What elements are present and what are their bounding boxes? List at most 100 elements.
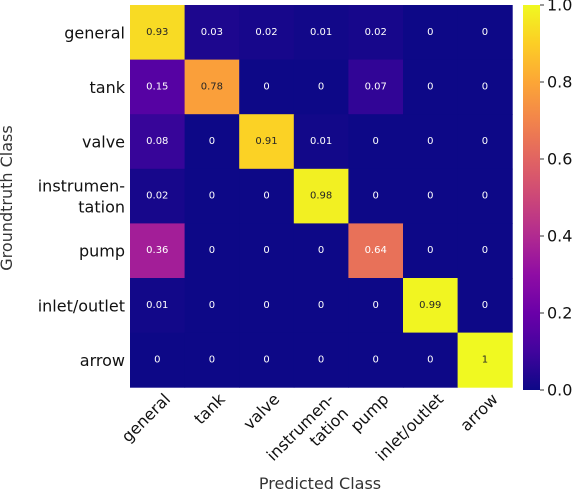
- y-tick-label: inlet/outlet: [38, 296, 125, 315]
- heatmap-cell: [457, 278, 513, 334]
- heatmap-cell: [293, 168, 349, 224]
- colorbar-tick-label: 0.6: [547, 150, 572, 169]
- cell-value-label: 0: [373, 191, 379, 202]
- heatmap-cell: [403, 168, 459, 224]
- y-tick-label: pump: [79, 241, 125, 260]
- heatmap-cell: [130, 114, 186, 170]
- cell-value-label: 0.02: [146, 191, 168, 202]
- heatmap-cell: [348, 5, 404, 61]
- heatmap-cell: [348, 278, 404, 334]
- heatmap-cell: [348, 332, 404, 388]
- cell-value-label: 0: [427, 81, 433, 92]
- heatmap-cell: [457, 223, 513, 279]
- cell-value-label: 0: [263, 81, 269, 92]
- heatmap-cell: [184, 114, 240, 170]
- cell-value-label: 0: [373, 300, 379, 311]
- cell-value-label: 0: [318, 81, 324, 92]
- y-tick-labels: general tank valve instrumen-tation pump inle…: [38, 23, 126, 370]
- cell-value-label: 0: [263, 245, 269, 256]
- cell-value-label: 0: [427, 191, 433, 202]
- heatmap-cell: [348, 59, 404, 115]
- colorbar-ticks: 0.0 0.2 0.4 0.6 0.8 1.0: [540, 0, 572, 400]
- heatmap-cell: [293, 223, 349, 279]
- y-tick-label: instrumen-tation: [38, 176, 125, 216]
- cell-value-label: 0: [318, 354, 324, 365]
- heatmap-cell: [457, 59, 513, 115]
- cell-value-label: 0: [482, 300, 488, 311]
- cell-value-label: 0.02: [365, 27, 387, 38]
- heatmap-cell: [457, 168, 513, 224]
- y-tick-label: arrow: [80, 350, 125, 369]
- heatmap-cell: [403, 59, 459, 115]
- cell-value-label: 0: [154, 354, 160, 365]
- cell-value-label: 0: [482, 245, 488, 256]
- heatmap-cell: [403, 278, 459, 334]
- cell-value-label: 0.15: [146, 81, 168, 92]
- cell-value-label: 0: [209, 136, 215, 147]
- cell-value-label: 1: [482, 354, 488, 365]
- x-tick-label: valve: [239, 390, 283, 434]
- x-tick-label: pump: [347, 390, 393, 436]
- cell-value-label: 0.93: [146, 27, 168, 38]
- heatmap-cell: [130, 168, 186, 224]
- heatmap-cell: [184, 223, 240, 279]
- cell-value-label: 0: [427, 354, 433, 365]
- heatmap-cell: [403, 332, 459, 388]
- cell-value-label: 0.36: [146, 245, 168, 256]
- heatmap-cell: [184, 5, 240, 61]
- heatmap-cell: [239, 5, 295, 61]
- heatmap-cell: [130, 332, 186, 388]
- cell-value-label: 0: [427, 136, 433, 147]
- cell-value-label: 0.01: [310, 136, 332, 147]
- heatmap-cell: [293, 332, 349, 388]
- colorbar-tick-label: 1.0: [547, 0, 572, 15]
- heatmap-cell: [239, 278, 295, 334]
- cell-value-label: 0: [209, 245, 215, 256]
- heatmap-cell: [130, 223, 186, 279]
- cell-value-label: 0: [318, 300, 324, 311]
- heatmap-cell: [239, 114, 295, 170]
- heatmap-cell: [348, 223, 404, 279]
- x-tick-labels: general tank valveinstrumen-tationpumpinle…: [118, 389, 502, 465]
- x-tick-label: tank: [190, 389, 229, 428]
- heatmap-cell: [457, 114, 513, 170]
- cell-value-label: 0.78: [201, 81, 223, 92]
- cell-value-label: 0.64: [365, 245, 387, 256]
- heatmap-cells: 0.93 0.03 0.02 0.01 0.02 0 0 0.15 0.78 0 0 0.07 0 0 0.…: [130, 5, 513, 388]
- heatmap-cell: [293, 59, 349, 115]
- heatmap-cell: [239, 332, 295, 388]
- cell-value-label: 0.99: [419, 300, 441, 311]
- cell-value-label: 0: [373, 136, 379, 147]
- colorbar: [523, 5, 540, 390]
- colorbar-tick-label: 0.8: [547, 73, 572, 92]
- cell-value-label: 0: [209, 300, 215, 311]
- cell-value-label: 0.98: [310, 191, 332, 202]
- heatmap-cell: [239, 168, 295, 224]
- heatmap-cell: [293, 278, 349, 334]
- colorbar-tick-label: 0.4: [547, 227, 572, 246]
- heatmap-cell: [184, 332, 240, 388]
- heatmap-cell: [348, 114, 404, 170]
- y-tick-label: tank: [90, 77, 126, 96]
- cell-value-label: 0: [427, 27, 433, 38]
- cell-value-label: 0: [318, 245, 324, 256]
- heatmap-cell: [348, 168, 404, 224]
- cell-value-label: 0.01: [146, 300, 168, 311]
- heatmap-cell: [239, 59, 295, 115]
- heatmap-cell: [457, 5, 513, 61]
- heatmap-cell: [293, 114, 349, 170]
- heatmap-cell: [184, 278, 240, 334]
- cell-value-label: 0.01: [310, 27, 332, 38]
- heatmap-cell: [239, 223, 295, 279]
- cell-value-label: 0: [209, 191, 215, 202]
- cell-value-label: 0: [482, 27, 488, 38]
- colorbar-tick-label: 0.2: [547, 304, 572, 323]
- cell-value-label: 0: [482, 81, 488, 92]
- cell-value-label: 0: [427, 245, 433, 256]
- heatmap-cell: [130, 5, 186, 61]
- cell-value-label: 0.91: [255, 136, 277, 147]
- cell-value-label: 0: [373, 354, 379, 365]
- heatmap-cell: [130, 278, 186, 334]
- cell-value-label: 0.08: [146, 136, 168, 147]
